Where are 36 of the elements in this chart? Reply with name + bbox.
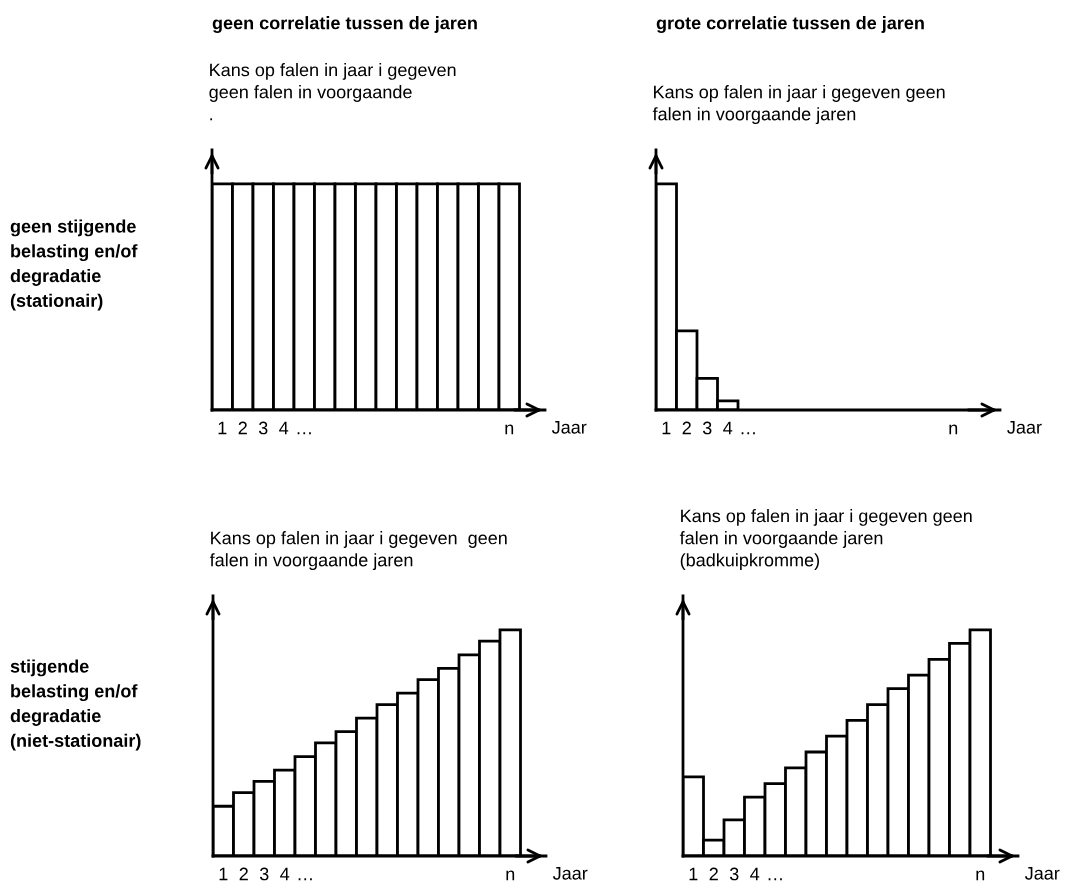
y-axis-title: Kans op falen in jaar i gegeven geen falen in voorgaande jaren xyxy=(209,531,507,570)
x-tick-label: 1 xyxy=(218,421,227,435)
x-tick-label: 1 xyxy=(219,867,228,881)
x-tick-label: 1 xyxy=(689,867,698,881)
x-tick-label: 3 xyxy=(729,867,739,881)
x-tick-label: n xyxy=(506,870,515,881)
x-tick-label: 3 xyxy=(258,421,268,435)
x-tick-label: … xyxy=(741,432,755,435)
x-tick-label: … xyxy=(297,432,311,435)
x-axis-title: Jaar xyxy=(552,867,588,880)
x-axis-title: Jaar xyxy=(1007,421,1042,434)
x-tick-label: 4 xyxy=(723,421,733,435)
x-tick-label: 2 xyxy=(682,421,691,435)
x-tick-label: … xyxy=(298,878,312,881)
x-tick-label: 2 xyxy=(238,421,247,435)
x-tick-label: 4 xyxy=(279,421,289,435)
x-tick-label: 3 xyxy=(259,867,269,881)
chart-title: geen correlatie tussen de jaren xyxy=(212,16,477,33)
x-tick-label: 4 xyxy=(280,867,290,881)
text: stijgende belasting en/of degradatie (niet-stationair) xyxy=(10,659,141,751)
x-axis-title: Jaar xyxy=(551,421,587,434)
x-tick-label: 1 xyxy=(662,421,671,435)
x-tick-label: n xyxy=(949,424,958,435)
text: geen stijgende belasting en/of degradatie (stationair) xyxy=(10,219,138,311)
x-tick-label: 4 xyxy=(750,867,760,881)
y-axis-title: Kans op falen in jaar i gegeven geen falen in voorgaande jaren xyxy=(652,85,945,124)
y-axis-title: Kans op falen in jaar i gegeven geen falen in voorgaande jaren (badkuipkromme) xyxy=(679,509,972,570)
x-tick-label: n xyxy=(976,870,985,881)
x-tick-label: … xyxy=(768,878,782,881)
x-tick-label: 2 xyxy=(239,867,248,881)
y-axis-title: Kans op falen in jaar i gegeven geen falen in voorgaande . xyxy=(209,63,456,121)
x-axis-title: Jaar xyxy=(1024,867,1060,880)
x-tick-label: 3 xyxy=(702,421,712,435)
x-tick-label: n xyxy=(505,424,514,435)
x-tick-label: 2 xyxy=(709,867,718,881)
chart-title: grote correlatie tussen de jaren xyxy=(656,16,924,33)
